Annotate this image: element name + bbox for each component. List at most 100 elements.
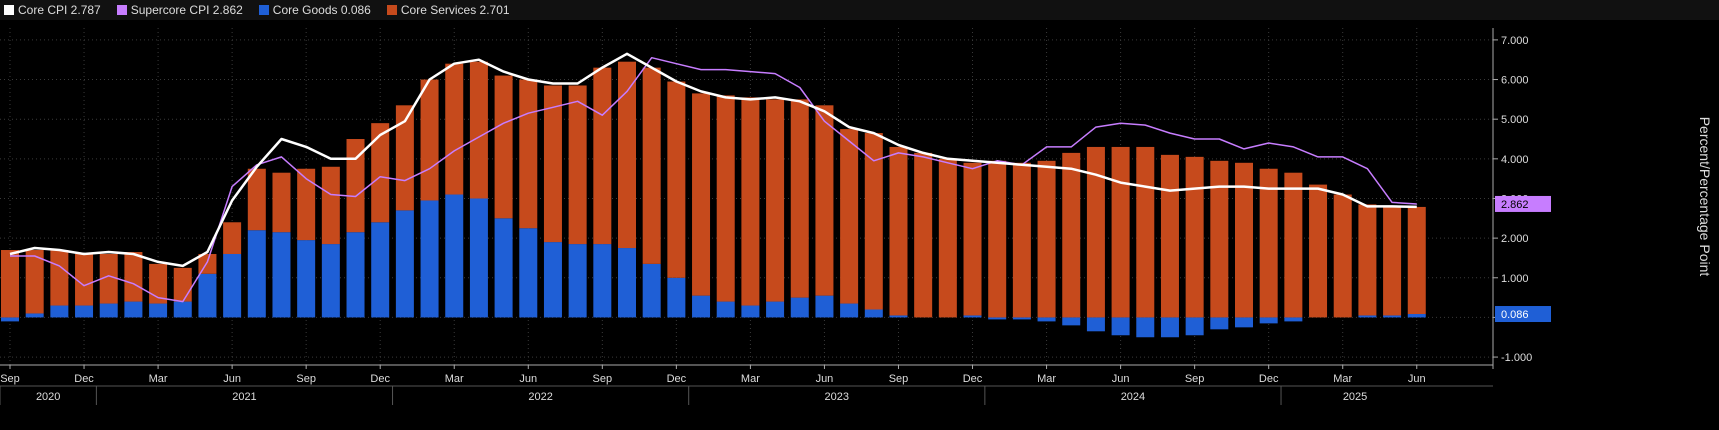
year-label: 2020 bbox=[36, 391, 60, 403]
core-services-bar bbox=[667, 81, 686, 278]
core-services-bar bbox=[642, 67, 661, 264]
core-goods-bar bbox=[864, 309, 883, 318]
core-goods-bar bbox=[173, 301, 192, 318]
core-goods-bar bbox=[124, 301, 143, 318]
core-goods-bar bbox=[75, 305, 94, 318]
core-services-bar bbox=[1383, 206, 1402, 316]
year-label: 2024 bbox=[1121, 391, 1145, 403]
y-axis-label: Percent/Percentage Point bbox=[1697, 117, 1713, 277]
year-label: 2025 bbox=[1343, 391, 1367, 403]
legend-item: Supercore CPI 2.862 bbox=[116, 3, 243, 17]
core-services-bar bbox=[790, 99, 809, 298]
core-services-bar bbox=[741, 97, 760, 306]
bar-layer bbox=[1, 61, 1426, 338]
value-flag-box bbox=[1495, 195, 1551, 212]
core-goods-bar bbox=[1407, 314, 1426, 318]
core-services-bar bbox=[1210, 160, 1229, 318]
core-goods-bar bbox=[494, 218, 513, 318]
x-tick-label: Sep bbox=[296, 373, 316, 385]
core-goods-bar bbox=[1383, 315, 1402, 318]
core-goods-bar bbox=[297, 240, 316, 318]
core-goods-bar bbox=[889, 315, 908, 318]
x-tick-label: Mar bbox=[445, 373, 464, 385]
core-services-bar bbox=[988, 160, 1007, 318]
core-goods-bar bbox=[1284, 317, 1303, 322]
value-flag-box bbox=[1495, 306, 1551, 323]
core-goods-bar bbox=[346, 232, 365, 318]
core-services-bar bbox=[25, 250, 44, 314]
core-services-bar bbox=[1086, 146, 1105, 318]
x-tick-label: Jun bbox=[519, 373, 537, 385]
core-goods-bar bbox=[1210, 317, 1229, 330]
core-goods-bar bbox=[99, 303, 118, 318]
x-tick-label: Sep bbox=[0, 373, 20, 385]
core-goods-bar bbox=[247, 230, 266, 318]
legend-item: Core CPI 2.787 bbox=[4, 3, 101, 17]
core-services-bar bbox=[1037, 160, 1056, 318]
purple-swatch bbox=[116, 5, 127, 15]
core-services-bar bbox=[247, 168, 266, 231]
value-flag-layer: 2.862 0.086 bbox=[1495, 195, 1551, 323]
value-flag-label: 0.086 bbox=[1501, 309, 1529, 321]
y-tick-label: -1.000 bbox=[1501, 352, 1532, 364]
core-services-bar bbox=[1333, 194, 1352, 318]
core-goods-bar bbox=[741, 305, 760, 318]
core-services-bar bbox=[766, 99, 785, 302]
core-goods-bar bbox=[988, 317, 1007, 320]
core-goods-bar bbox=[1086, 317, 1105, 332]
core-goods-bar bbox=[568, 244, 587, 318]
core-goods-bar bbox=[395, 210, 414, 318]
chart-svg: 7.0006.0005.0004.0003.0002.0001.0000.000… bbox=[0, 28, 1713, 405]
x-tick-label: Mar bbox=[741, 373, 760, 385]
core-cpi-line bbox=[9, 52, 1417, 268]
core-goods-bar bbox=[272, 232, 291, 318]
core-services-bar bbox=[75, 253, 94, 306]
core-services-bar bbox=[1, 250, 19, 318]
chart-legend: Core CPI 2.787 Supercore CPI 2.862 Core Go… bbox=[0, 0, 1719, 20]
core-services-bar bbox=[543, 85, 562, 243]
core-services-bar bbox=[568, 85, 587, 245]
core-services-bar bbox=[618, 61, 636, 249]
value-flag-label: 2.862 bbox=[1501, 199, 1529, 211]
core-services-bar bbox=[1358, 204, 1377, 316]
core-services-bar bbox=[149, 263, 168, 304]
core-services-bar bbox=[1284, 172, 1303, 318]
x-tick-label: Mar bbox=[1333, 373, 1352, 385]
core-services-bar bbox=[50, 250, 69, 306]
blue-swatch bbox=[258, 5, 269, 15]
core-goods-bar bbox=[1160, 317, 1179, 338]
core-goods-bar bbox=[642, 263, 661, 318]
core-goods-bar bbox=[420, 200, 439, 318]
supercore-cpi-line bbox=[10, 56, 1417, 303]
core-goods-bar bbox=[198, 273, 217, 318]
core-services-bar bbox=[469, 61, 488, 199]
year-label: 2021 bbox=[232, 391, 256, 403]
x-tick-label: Jun bbox=[1408, 373, 1426, 385]
core-services-bar bbox=[716, 95, 735, 302]
x-tick-label: Sep bbox=[1185, 373, 1205, 385]
core-services-bar bbox=[445, 63, 464, 195]
y-tick-label: 1.000 bbox=[1501, 273, 1529, 285]
core-services-bar bbox=[395, 105, 414, 211]
y-tick-label: 5.000 bbox=[1501, 114, 1529, 126]
y-tick-label: 7.000 bbox=[1501, 35, 1529, 47]
core-goods-bar bbox=[716, 301, 735, 318]
core-goods-bar bbox=[519, 228, 538, 318]
x-tick-label: Sep bbox=[889, 373, 909, 385]
core-services-bar bbox=[223, 222, 242, 254]
core-services-bar bbox=[914, 152, 933, 318]
core-goods-bar bbox=[371, 222, 390, 318]
core-services-bar bbox=[371, 123, 390, 223]
legend-label: Core Services 2.701 bbox=[400, 3, 510, 17]
core-services-bar bbox=[297, 168, 316, 241]
legend-label: Core CPI 2.787 bbox=[18, 3, 101, 17]
x-tick-label: Jun bbox=[1112, 373, 1130, 385]
year-label: 2022 bbox=[528, 391, 552, 403]
core-goods-bar bbox=[50, 305, 69, 318]
x-tick-label: Dec bbox=[963, 373, 983, 385]
x-tick-label: Jun bbox=[816, 373, 834, 385]
core-services-bar bbox=[1309, 184, 1328, 318]
core-goods-bar bbox=[840, 303, 859, 318]
x-tick-label: Sep bbox=[593, 373, 613, 385]
core-services-bar bbox=[1062, 152, 1081, 318]
